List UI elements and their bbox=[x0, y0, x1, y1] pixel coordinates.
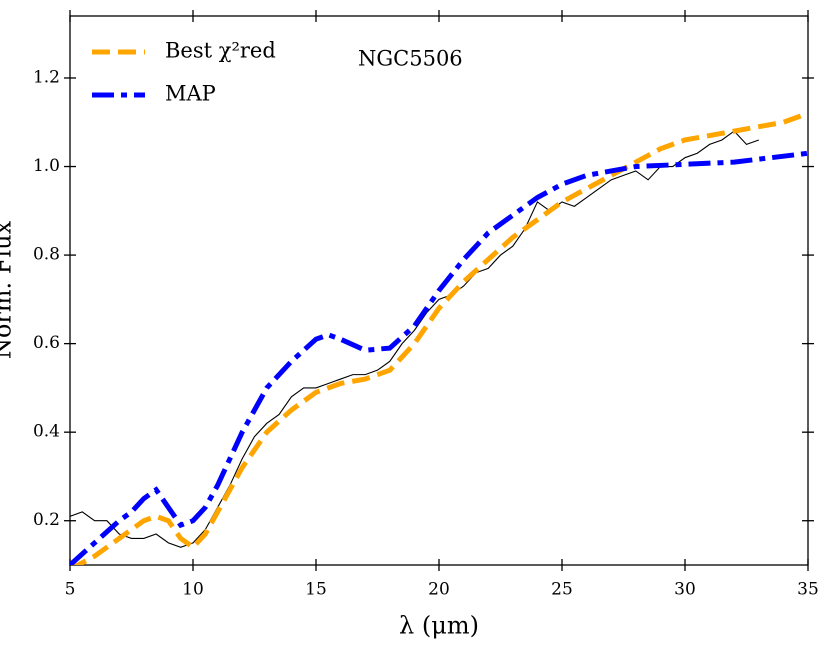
legend-label: MAP bbox=[165, 82, 216, 106]
x-tick-label: 35 bbox=[797, 580, 819, 600]
y-tick-label: 0.2 bbox=[33, 510, 60, 530]
x-tick-label: 30 bbox=[674, 580, 696, 600]
y-tick-label: 0.8 bbox=[33, 245, 60, 265]
x-tick-label: 10 bbox=[182, 580, 204, 600]
legend-label: Best χ²red bbox=[165, 39, 276, 63]
y-axis-label: Norm. Flux bbox=[0, 220, 17, 359]
x-tick-label: 20 bbox=[428, 580, 450, 600]
x-axis-label: λ (μm) bbox=[399, 612, 479, 640]
series-line bbox=[70, 150, 808, 565]
y-tick-label: 0.6 bbox=[33, 333, 60, 353]
y-tick-label: 1.2 bbox=[33, 67, 60, 87]
x-tick-label: 25 bbox=[551, 580, 573, 600]
annotation: NGC5506 bbox=[358, 47, 463, 71]
series-line bbox=[72, 111, 808, 565]
x-tick-label: 5 bbox=[65, 580, 76, 600]
x-tick-label: 15 bbox=[305, 580, 327, 600]
y-tick-label: 0.4 bbox=[33, 422, 60, 442]
series-line bbox=[70, 130, 759, 548]
y-tick-label: 1.0 bbox=[33, 156, 60, 176]
